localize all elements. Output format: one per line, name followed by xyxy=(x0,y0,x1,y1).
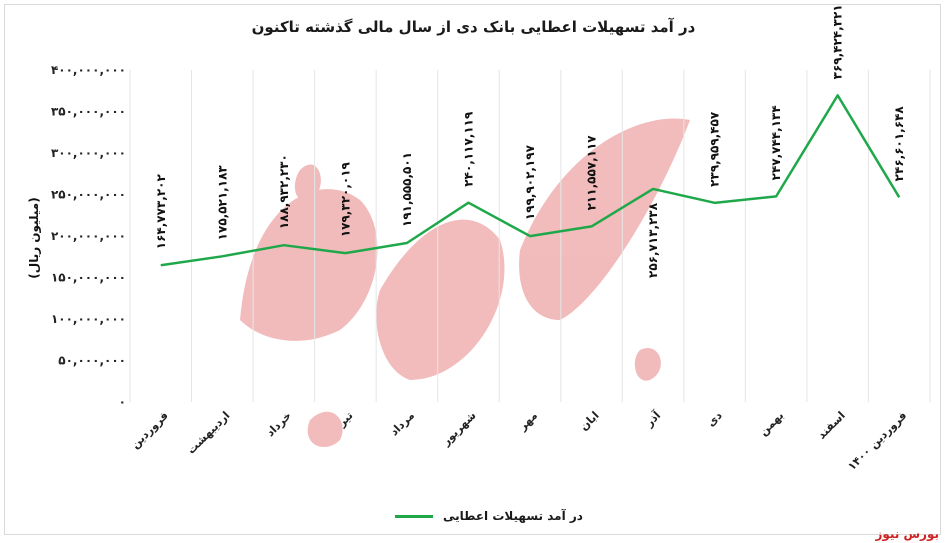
x-tick-label: اردیبهشت xyxy=(185,409,233,457)
data-label: ۱۷۹,۳۲۰,۰۱۹ xyxy=(338,161,352,237)
x-tick-label: فروردین xyxy=(129,409,171,451)
brand-text: بورس نیوز xyxy=(875,527,939,541)
y-tick-label: ۵۰,۰۰۰,۰۰۰ xyxy=(58,354,126,368)
legend-label: در آمد تسهیلات اعطایی xyxy=(443,509,583,523)
x-axis: فروردین اردیبهشت خرداد تیر مرداد شهریور مهر ابا… xyxy=(129,408,910,473)
data-label: ۱۹۱,۵۵۵,۵۰۱ xyxy=(400,152,414,227)
series-line-path xyxy=(160,94,901,267)
legend: در آمد تسهیلات اعطایی xyxy=(395,506,583,526)
y-tick-label: ۳۵۰,۰۰۰,۰۰۰ xyxy=(51,105,126,119)
x-tick-label: دی xyxy=(704,409,725,430)
x-tick-label: ابان xyxy=(577,409,601,433)
y-tick-label: ۱۰۰,۰۰۰,۰۰۰ xyxy=(51,312,126,326)
y-axis-label: (میلیون ریال) xyxy=(27,197,42,278)
data-label: ۲۵۶,۷۱۳,۲۳۸ xyxy=(646,202,660,278)
x-tick-label: شهریور xyxy=(439,409,479,449)
x-tick-label: خرداد xyxy=(264,409,294,439)
grid xyxy=(129,70,931,402)
chart-frame xyxy=(4,4,941,535)
chart-title: در آمد تسهیلات اعطایی بانک دی از سال مال… xyxy=(251,18,696,36)
y-tick-label: ۴۰۰,۰۰۰,۰۰۰ xyxy=(51,63,126,77)
data-label: ۲۴۰,۱۱۷,۱۱۹ xyxy=(461,111,475,187)
legend-swatch xyxy=(395,514,433,518)
x-tick-label: اسفند xyxy=(815,409,848,442)
data-label: ۳۶۹,۴۲۴,۳۲۱ xyxy=(831,4,845,79)
data-label: ۲۳۹,۹۵۹,۴۵۷ xyxy=(708,111,722,187)
x-tick-label: مرداد xyxy=(388,409,417,438)
data-label: ۲۴۷,۷۴۴,۱۳۴ xyxy=(769,105,783,180)
data-labels: ۱۶۴,۷۷۳,۲۰۲ ۱۷۵,۵۲۱,۱۸۳ ۱۸۸,۹۳۲,۲۳۰ ۱۷۹,۳۲۰… xyxy=(154,4,906,278)
x-tick-label: بهمن xyxy=(757,409,786,438)
data-label: ۱۷۵,۵۲۱,۱۸۳ xyxy=(215,165,229,241)
y-tick-label: ۲۰۰,۰۰۰,۰۰۰ xyxy=(51,229,126,243)
x-tick-label: آذر xyxy=(641,408,663,430)
y-tick-label: ۳۰۰,۰۰۰,۰۰۰ xyxy=(51,146,126,160)
data-label: ۲۱۱,۵۵۷,۱۱۷ xyxy=(585,135,599,211)
x-tick-label: مهر xyxy=(515,409,540,434)
data-label: ۲۴۶,۶۰۱,۶۴۸ xyxy=(892,106,906,182)
y-tick-label: ۲۵۰,۰۰۰,۰۰۰ xyxy=(51,188,126,202)
data-label: ۱۸۸,۹۳۲,۲۳۰ xyxy=(277,154,291,229)
y-tick-label: ۱۵۰,۰۰۰,۰۰۰ xyxy=(51,271,126,285)
data-label: ۱۶۴,۷۷۳,۲۰۲ xyxy=(154,174,168,250)
series-line xyxy=(160,94,901,267)
x-tick-label: فروردین ۱۴۰۰ xyxy=(845,409,909,473)
y-axis: ۰ ۵۰,۰۰۰,۰۰۰ ۱۰۰,۰۰۰,۰۰۰ ۱۵۰,۰۰۰,۰۰۰ ۲۰۰,۰۰۰… xyxy=(51,63,126,409)
data-label: ۱۹۹,۹۰۲,۱۹۷ xyxy=(523,144,537,220)
y-tick-label: ۰ xyxy=(119,395,126,409)
